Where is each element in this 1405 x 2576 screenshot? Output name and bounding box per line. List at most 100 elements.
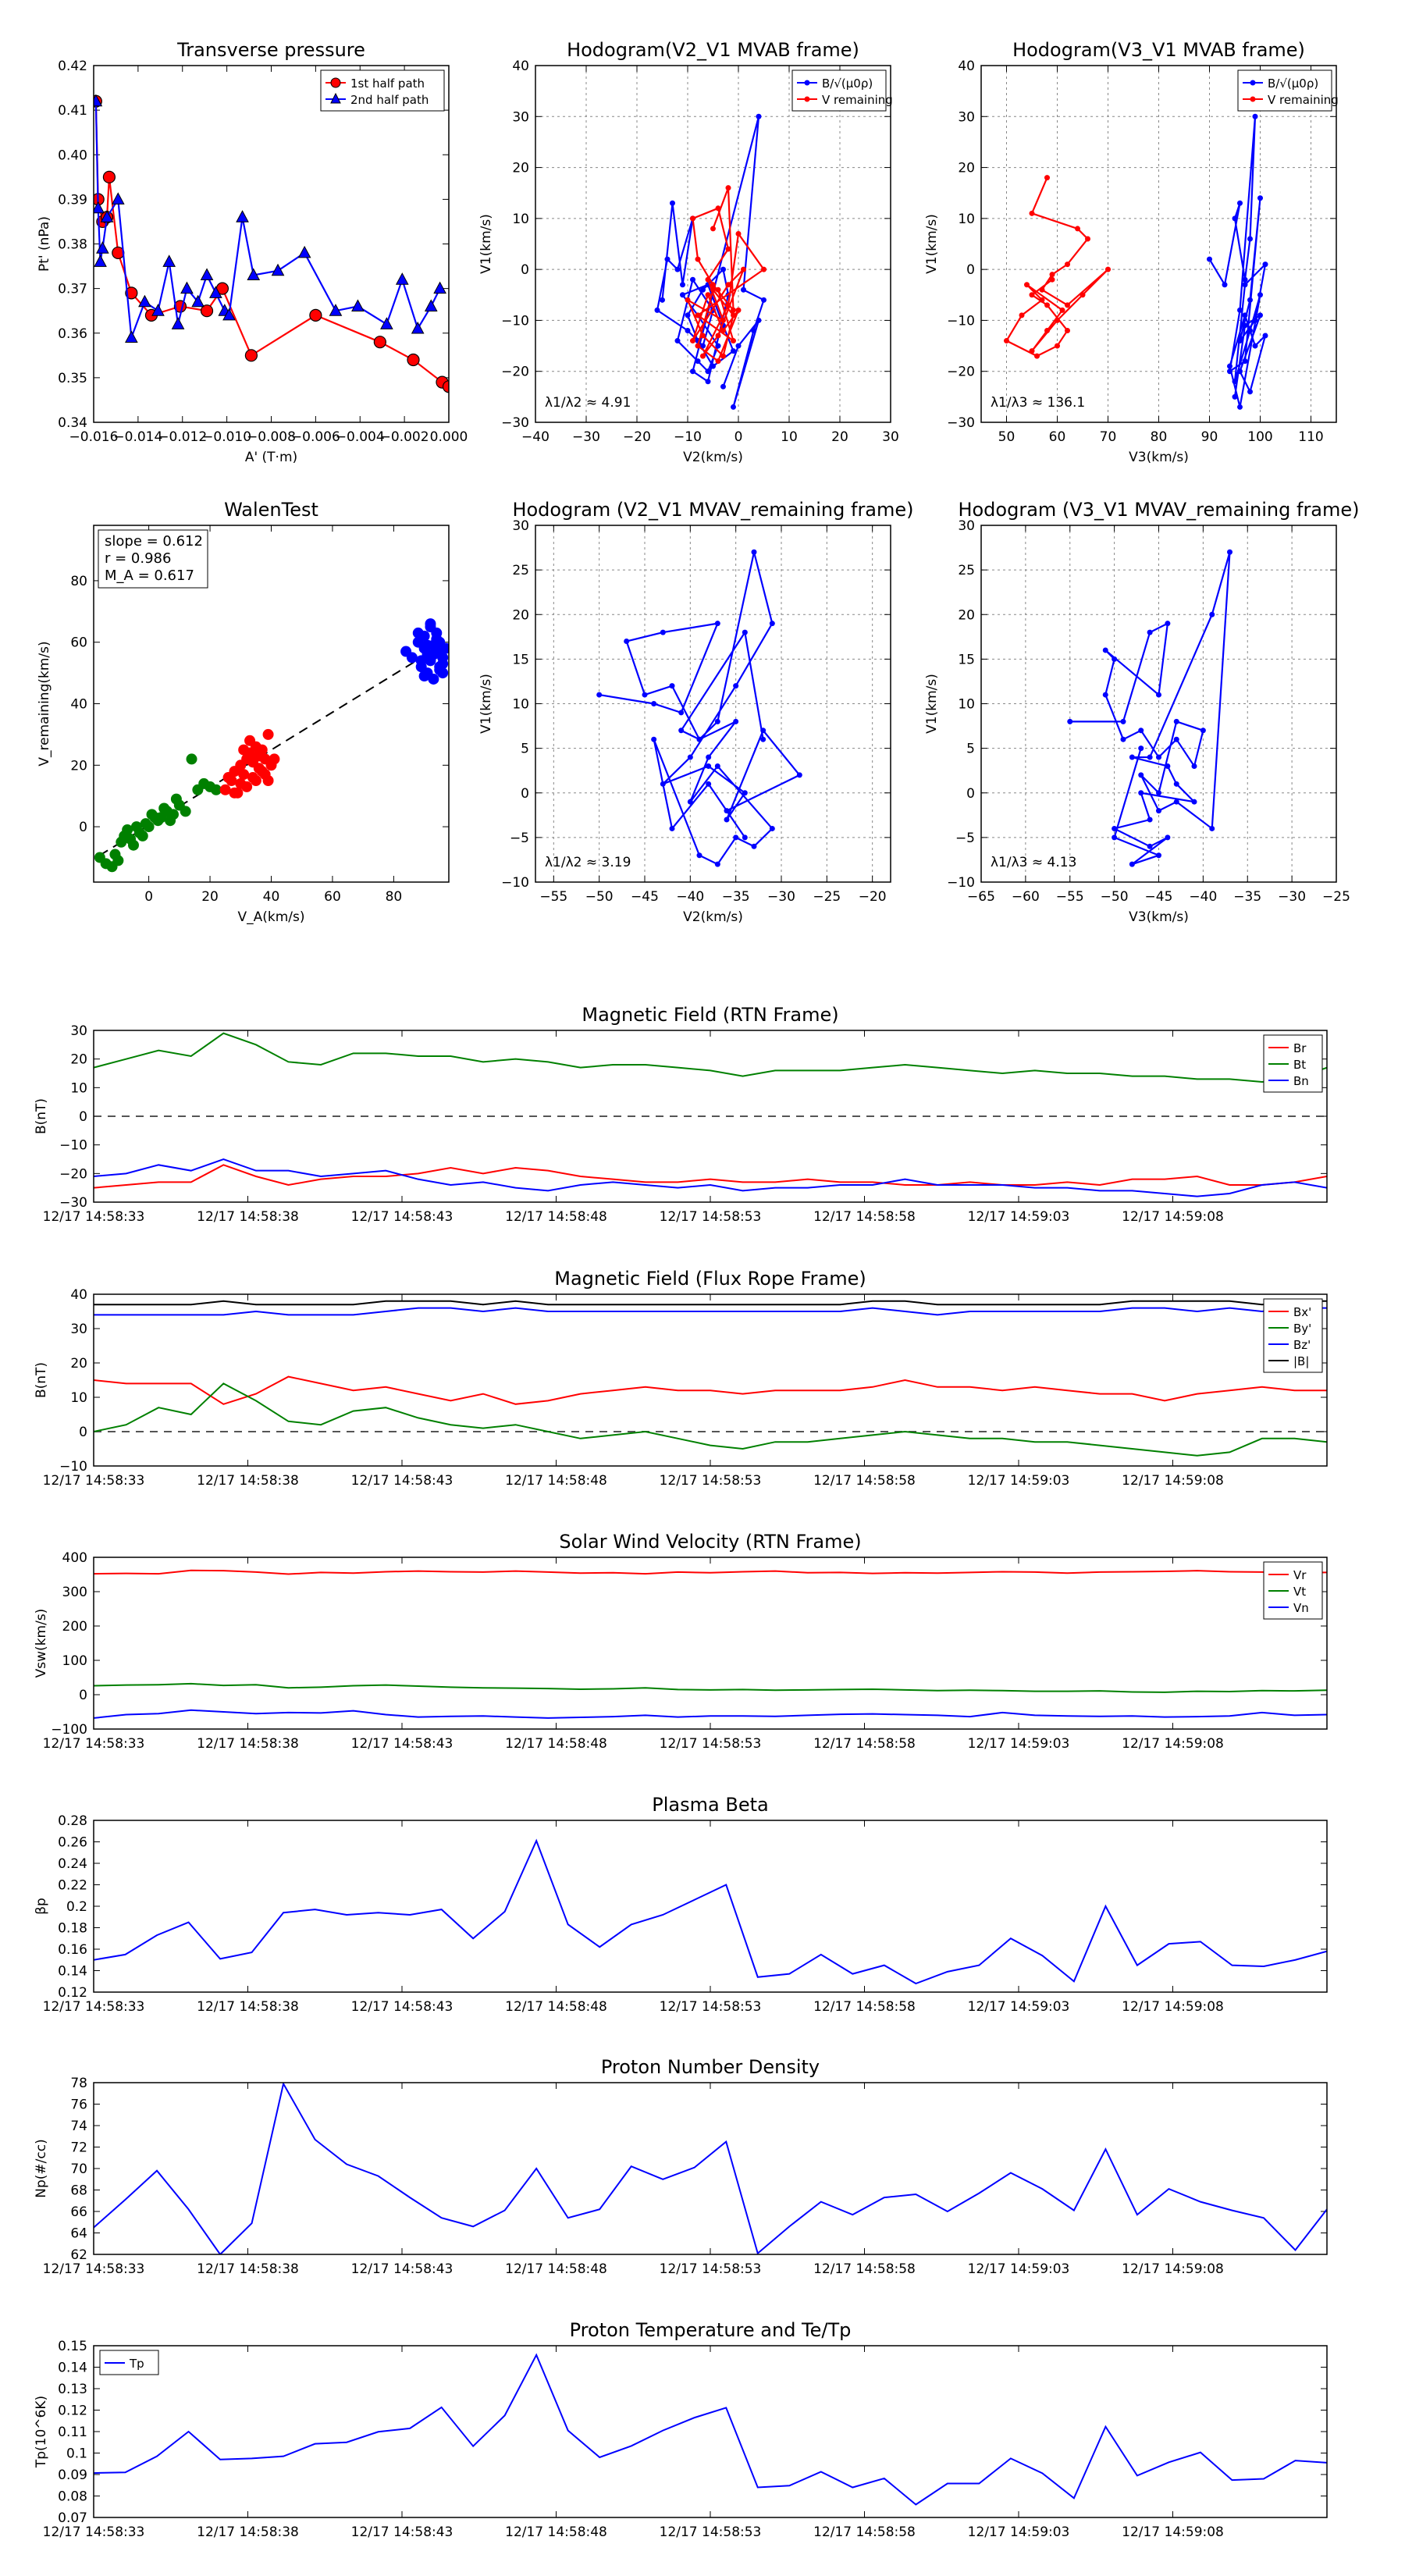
data-point <box>690 276 695 283</box>
data-point <box>720 327 726 333</box>
data-point <box>687 799 693 805</box>
x-tick-label: 12/17 14:58:58 <box>813 1473 916 1489</box>
y-axis-label: V1(km/s) <box>478 214 494 274</box>
y-tick-label: −20 <box>501 365 529 380</box>
data-point <box>710 226 716 232</box>
chart-bfield_fr: Magnetic Field (Flux Rope Frame) −10 0 10 20… <box>34 1268 1328 1489</box>
y-tick-label: 10 <box>512 697 529 713</box>
data-point <box>725 302 731 308</box>
series-line <box>94 1682 1327 1693</box>
y-tick-label: 40 <box>512 59 529 74</box>
x-tick-label: 12/17 14:58:48 <box>505 1736 607 1752</box>
data-point <box>1237 404 1243 410</box>
series-vn <box>94 1709 1327 1719</box>
x-tick-label: −0.004 <box>336 429 385 445</box>
data-point <box>1138 745 1144 752</box>
y-axis-label: Np(#/cc) <box>34 2139 49 2197</box>
data-point <box>1065 262 1070 268</box>
data-point <box>200 304 214 318</box>
data-point <box>715 358 721 365</box>
chart-title: Hodogram(V2_V1 MVAB frame) <box>567 39 859 61</box>
axes-frame <box>93 2345 1328 2518</box>
y-tick-label: 78 <box>70 2076 87 2091</box>
stats-box-frame <box>98 529 208 589</box>
data-point <box>700 343 706 349</box>
data-point <box>1247 389 1253 395</box>
chart-title: Transverse pressure <box>176 39 365 61</box>
data-point <box>731 338 736 344</box>
legend: Vr Vt Vn <box>1263 1561 1323 1620</box>
data-point <box>250 774 261 786</box>
x-tick-label: −30 <box>572 429 600 445</box>
y-tick-label: 20 <box>512 161 529 176</box>
data-point <box>690 338 695 344</box>
data-point <box>1227 549 1232 555</box>
y-tick-label: 0.38 <box>58 237 87 253</box>
data-point <box>1067 718 1073 724</box>
axes-frame <box>980 65 1337 423</box>
data-point <box>1242 276 1248 283</box>
chart-np: Proton Number Density 62 64 66 68 70 72 74 76 78 1… <box>34 2056 1328 2277</box>
x-tick-label: −20 <box>859 889 887 905</box>
data-point <box>696 736 702 742</box>
x-tick-label: −0.016 <box>69 429 119 445</box>
y-tick-label: −20 <box>947 365 975 380</box>
legend-frame <box>320 69 445 112</box>
data-point <box>1242 358 1248 365</box>
chart-h12r: Hodogram (V2_V1 MVAV_remaining frame) −10… <box>478 499 914 925</box>
x-tick-label: 12/17 14:58:53 <box>660 1473 762 1489</box>
data-point <box>731 348 736 354</box>
plot-area <box>94 618 449 873</box>
series-line <box>94 1032 1327 1083</box>
y-tick-label: 20 <box>70 1052 87 1068</box>
y-tick-label: 0.40 <box>58 148 87 163</box>
x-tick-label: 12/17 14:59:08 <box>1122 1999 1224 2015</box>
data-point <box>733 718 739 724</box>
data-point <box>238 744 250 756</box>
y-tick-label: 0 <box>521 262 529 278</box>
data-point <box>256 744 268 756</box>
x-tick-label: 12/17 14:58:43 <box>351 1473 454 1489</box>
data-point <box>735 230 742 237</box>
x-tick-label: 12/17 14:58:38 <box>197 1736 299 1752</box>
data-point <box>642 692 648 698</box>
y-tick-label: 68 <box>70 2183 87 2199</box>
data-point <box>411 321 425 334</box>
y-tick-label: 40 <box>958 59 975 74</box>
x-tick-label: 12/17 14:58:33 <box>43 2524 145 2540</box>
y-tick-label: 0.13 <box>58 2382 87 2397</box>
data-point <box>236 210 249 222</box>
data-point <box>127 839 139 851</box>
data-point <box>1039 297 1045 303</box>
x-tick-label: 30 <box>882 429 899 445</box>
y-tick-label: 0.26 <box>58 1835 87 1851</box>
data-point <box>1044 327 1050 333</box>
series-v-remaining <box>1004 175 1111 359</box>
data-point <box>687 754 693 760</box>
x-tick-label: 12/17 14:58:33 <box>43 1999 145 2015</box>
x-tick-label: 12/17 14:58:33 <box>43 1473 145 1489</box>
data-point <box>651 736 657 742</box>
data-point <box>271 263 285 276</box>
chart-beta: Plasma Beta 0.12 0.14 0.16 0.18 0.2 0.22 0.24 0.… <box>34 1794 1328 2015</box>
chart-title: Proton Temperature and Te/Tp <box>570 2319 852 2341</box>
data-point <box>222 308 236 321</box>
data-point <box>1085 236 1090 242</box>
data-point <box>1173 781 1179 787</box>
chart-h13: Hodogram(V3_V1 MVAB frame) −30 −20 −10 0 10 20… <box>924 39 1339 465</box>
data-point <box>94 201 105 214</box>
series-red <box>219 728 280 799</box>
data-point <box>1156 754 1161 760</box>
series-b-0- <box>654 113 767 410</box>
data-point <box>756 113 762 119</box>
x-axis-label: V2(km/s) <box>683 909 743 925</box>
x-tick-label: 12/17 14:58:48 <box>505 2261 607 2277</box>
plot-area <box>596 549 802 867</box>
data-point <box>1232 215 1238 222</box>
data-point <box>725 185 731 191</box>
stats-line: M_A = 0.617 <box>105 568 194 584</box>
data-point <box>229 787 240 799</box>
data-point <box>733 683 739 689</box>
x-tick-label: 12/17 14:59:08 <box>1122 2261 1224 2277</box>
